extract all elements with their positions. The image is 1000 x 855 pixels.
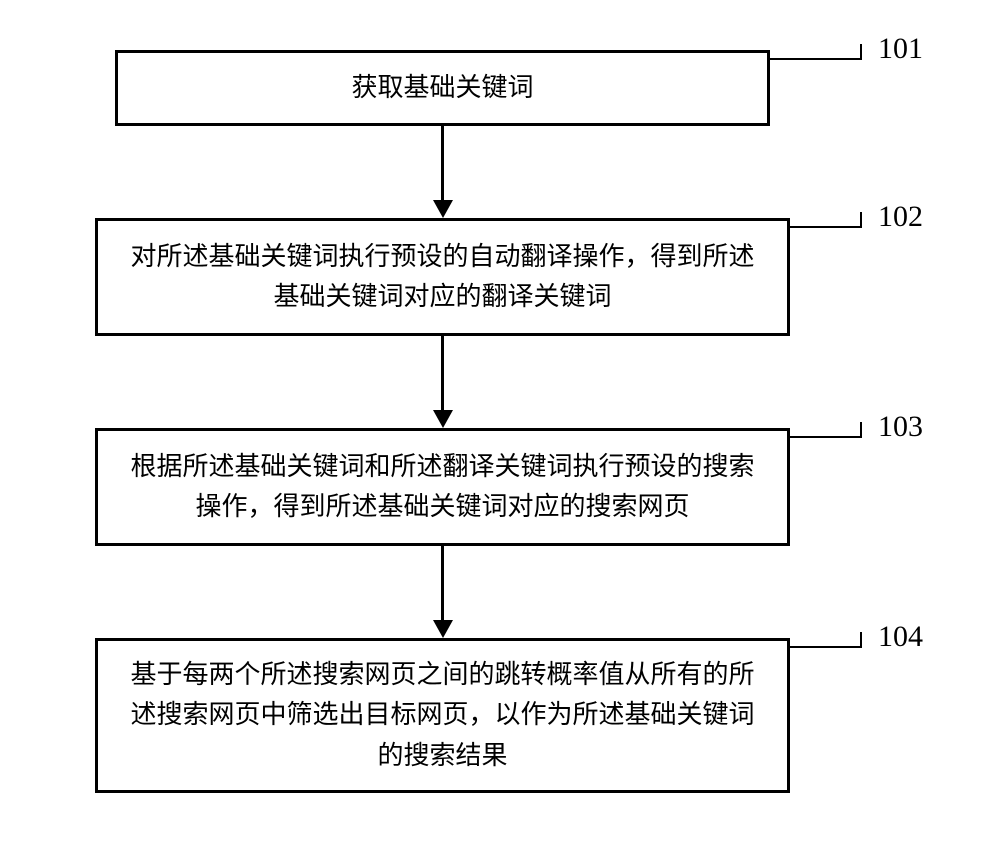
edge-2-3-line <box>441 336 444 412</box>
lead-line-2-h <box>790 226 862 228</box>
flow-label-3: 103 <box>878 410 923 444</box>
edge-3-4-line <box>441 546 444 622</box>
flow-node-4: 基于每两个所述搜索网页之间的跳转概率值从所有的所述搜索网页中筛选出目标网页，以作… <box>95 638 790 793</box>
lead-line-2-v <box>860 212 862 228</box>
lead-line-3-v <box>860 422 862 438</box>
edge-3-4-arrow <box>433 620 453 638</box>
flow-label-2: 102 <box>878 200 923 234</box>
lead-line-3-h <box>790 436 862 438</box>
flow-node-3-text: 根据所述基础关键词和所述翻译关键词执行预设的搜索操作，得到所述基础关键词对应的搜… <box>118 447 767 528</box>
edge-2-3-arrow <box>433 410 453 428</box>
flow-node-3: 根据所述基础关键词和所述翻译关键词执行预设的搜索操作，得到所述基础关键词对应的搜… <box>95 428 790 546</box>
flow-node-1: 获取基础关键词 <box>115 50 770 126</box>
flow-label-4: 104 <box>878 620 923 654</box>
edge-1-2-line <box>441 126 444 202</box>
flow-node-4-text: 基于每两个所述搜索网页之间的跳转概率值从所有的所述搜索网页中筛选出目标网页，以作… <box>118 655 767 776</box>
lead-line-1-v <box>860 44 862 60</box>
lead-line-4-h <box>790 646 862 648</box>
lead-line-4-v <box>860 632 862 648</box>
lead-line-1-h <box>770 58 862 60</box>
flow-node-2: 对所述基础关键词执行预设的自动翻译操作，得到所述基础关键词对应的翻译关键词 <box>95 218 790 336</box>
flow-node-2-text: 对所述基础关键词执行预设的自动翻译操作，得到所述基础关键词对应的翻译关键词 <box>118 237 767 318</box>
edge-1-2-arrow <box>433 200 453 218</box>
flowchart-canvas: 获取基础关键词 101 对所述基础关键词执行预设的自动翻译操作，得到所述基础关键… <box>0 0 1000 855</box>
flow-label-1: 101 <box>878 32 923 66</box>
flow-node-1-text: 获取基础关键词 <box>351 68 533 108</box>
